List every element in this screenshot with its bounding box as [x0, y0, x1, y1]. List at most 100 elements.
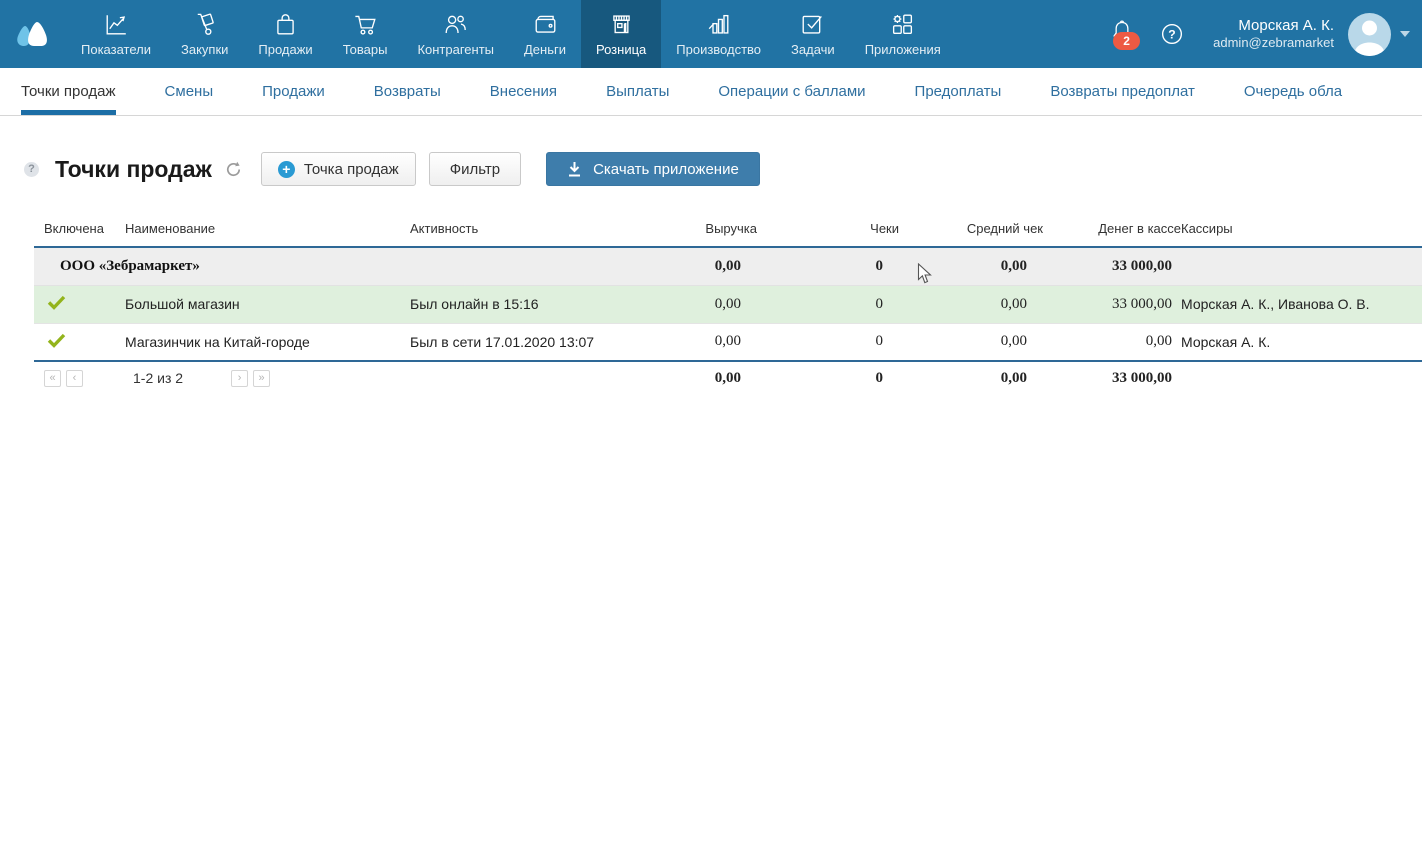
- chevron-down-icon: [1400, 31, 1410, 37]
- bar-chart-icon: [705, 11, 732, 38]
- total-revenue: 0,00: [650, 361, 757, 394]
- nav-item-label: Задачи: [791, 42, 835, 57]
- enabled-cell: [34, 285, 125, 323]
- main-nav: Показатели Закупки Продажи Товары Контра…: [66, 0, 956, 68]
- nav-item-prilozheniya[interactable]: Приложения: [850, 0, 956, 68]
- enabled-cell: [34, 323, 125, 361]
- column-header-revenue[interactable]: Выручка: [650, 221, 757, 247]
- pos-checks: 0: [757, 323, 899, 361]
- table-header-row: Включена Наименование Активность Выручка…: [34, 221, 1422, 247]
- table-row[interactable]: Большой магазин Был онлайн в 15:16 0,00 …: [34, 285, 1422, 323]
- download-app-button[interactable]: Скачать приложение: [546, 152, 760, 186]
- column-header-cash[interactable]: Денег в кассе: [1043, 221, 1181, 247]
- enabled-check-icon: [47, 333, 66, 348]
- tab-operacii-s-ballami[interactable]: Операции с баллами: [718, 68, 865, 115]
- user-name: Морская А. К.: [1213, 17, 1334, 36]
- tab-vyplaty[interactable]: Выплаты: [606, 68, 669, 115]
- organization-group-row[interactable]: ООО «Зебрамаркет» 0,00 0 0,00 33 000,00: [34, 247, 1422, 285]
- hand-truck-icon: [191, 11, 218, 38]
- nav-item-label: Показатели: [81, 42, 151, 57]
- nav-item-zakupki[interactable]: Закупки: [166, 0, 243, 68]
- user-info: Морская А. К. admin@zebramarket: [1213, 17, 1334, 52]
- pos-name[interactable]: Магазинчик на Китай-городе: [125, 323, 410, 361]
- wallet-icon: [532, 11, 559, 38]
- pos-revenue: 0,00: [650, 285, 757, 323]
- pagination: « ‹ 1-2 из 2 › »: [34, 370, 650, 387]
- top-navigation-bar: Показатели Закупки Продажи Товары Контра…: [0, 0, 1422, 68]
- pagination-last-button[interactable]: »: [253, 370, 270, 387]
- group-avg-check: 0,00: [899, 247, 1043, 285]
- add-pos-button-label: Точка продаж: [304, 161, 399, 178]
- nav-item-kontragenty[interactable]: Контрагенты: [402, 0, 509, 68]
- tab-vozvraty[interactable]: Возвраты: [374, 68, 441, 115]
- page-help-icon[interactable]: ?: [24, 162, 39, 177]
- nav-item-label: Производство: [676, 42, 761, 57]
- pos-avg-check: 0,00: [899, 323, 1043, 361]
- column-header-checks[interactable]: Чеки: [757, 221, 899, 247]
- pos-cash: 33 000,00: [1043, 285, 1181, 323]
- filter-button[interactable]: Фильтр: [429, 152, 521, 186]
- pos-revenue: 0,00: [650, 323, 757, 361]
- notifications-button[interactable]: 2: [1107, 12, 1141, 56]
- group-revenue: 0,00: [650, 247, 757, 285]
- tab-predoplaty[interactable]: Предоплаты: [915, 68, 1002, 115]
- organization-name: ООО «Зебрамаркет»: [34, 247, 650, 285]
- nav-item-label: Деньги: [524, 42, 566, 57]
- pos-name[interactable]: Большой магазин: [125, 285, 410, 323]
- shopping-bag-icon: [272, 11, 299, 38]
- pos-cashiers: Морская А. К.: [1181, 323, 1422, 361]
- tab-vneseniya[interactable]: Внесения: [490, 68, 557, 115]
- chart-line-icon: [103, 11, 130, 38]
- column-header-name[interactable]: Наименование: [125, 221, 410, 247]
- nav-item-roznitsa[interactable]: Розница: [581, 0, 661, 68]
- add-pos-button[interactable]: + Точка продаж: [261, 152, 416, 186]
- pagination-first-button[interactable]: «: [44, 370, 61, 387]
- pos-checks: 0: [757, 285, 899, 323]
- tab-tochki-prodazh[interactable]: Точки продаж: [21, 68, 116, 115]
- total-avg-check: 0,00: [899, 361, 1043, 394]
- pagination-info: 1-2 из 2: [133, 370, 183, 386]
- group-cash: 33 000,00: [1043, 247, 1181, 285]
- table-row[interactable]: Магазинчик на Китай-городе Был в сети 17…: [34, 323, 1422, 361]
- column-header-enabled[interactable]: Включена: [34, 221, 125, 247]
- help-button[interactable]: ?: [1159, 21, 1185, 47]
- enabled-check-icon: [47, 295, 66, 310]
- nav-item-label: Контрагенты: [417, 42, 494, 57]
- pos-cash: 0,00: [1043, 323, 1181, 361]
- pagination-prev-button[interactable]: ‹: [66, 370, 83, 387]
- user-login: admin@zebramarket: [1213, 35, 1334, 51]
- tab-prodazhi[interactable]: Продажи: [262, 68, 325, 115]
- tab-ochered-oblachnyh[interactable]: Очередь обла: [1244, 68, 1342, 115]
- column-header-avg-check[interactable]: Средний чек: [899, 221, 1043, 247]
- column-header-activity[interactable]: Активность: [410, 221, 650, 247]
- nav-item-pokazateli[interactable]: Показатели: [66, 0, 166, 68]
- pos-activity: Был в сети 17.01.2020 13:07: [410, 323, 650, 361]
- pagination-next-button[interactable]: ›: [231, 370, 248, 387]
- column-header-cashiers[interactable]: Кассиры: [1181, 221, 1422, 247]
- nav-item-tovary[interactable]: Товары: [328, 0, 403, 68]
- person-silhouette-icon: [1348, 13, 1391, 56]
- pos-activity: Был онлайн в 15:16: [410, 285, 650, 323]
- nav-item-label: Розница: [596, 42, 646, 57]
- tab-smeny[interactable]: Смены: [165, 68, 214, 115]
- refresh-icon[interactable]: [225, 161, 242, 178]
- storefront-icon: [608, 11, 635, 38]
- moysklad-logo[interactable]: [0, 0, 66, 68]
- nav-item-proizvodstvo[interactable]: Производство: [661, 0, 776, 68]
- points-of-sale-table: Включена Наименование Активность Выручка…: [34, 221, 1422, 394]
- nav-item-prodazhi[interactable]: Продажи: [243, 0, 327, 68]
- svg-text:?: ?: [1168, 27, 1175, 41]
- page-toolbar: ? Точки продаж + Точка продаж Фильтр Ска…: [24, 151, 1422, 187]
- user-menu[interactable]: Морская А. К. admin@zebramarket: [1213, 13, 1410, 56]
- nav-item-zadachi[interactable]: Задачи: [776, 0, 850, 68]
- nav-item-label: Приложения: [865, 42, 941, 57]
- table-footer-row: « ‹ 1-2 из 2 › » 0,00 0 0,00 33 000,00: [34, 361, 1422, 394]
- question-icon: ?: [1159, 21, 1185, 47]
- download-app-button-label: Скачать приложение: [593, 161, 739, 178]
- group-checks: 0: [757, 247, 899, 285]
- nav-item-label: Товары: [343, 42, 388, 57]
- tab-vozvraty-predoplat[interactable]: Возвраты предоплат: [1050, 68, 1195, 115]
- retail-tabs-bar: Точки продаж Смены Продажи Возвраты Внес…: [0, 68, 1422, 116]
- nav-item-dengi[interactable]: Деньги: [509, 0, 581, 68]
- total-checks: 0: [757, 361, 899, 394]
